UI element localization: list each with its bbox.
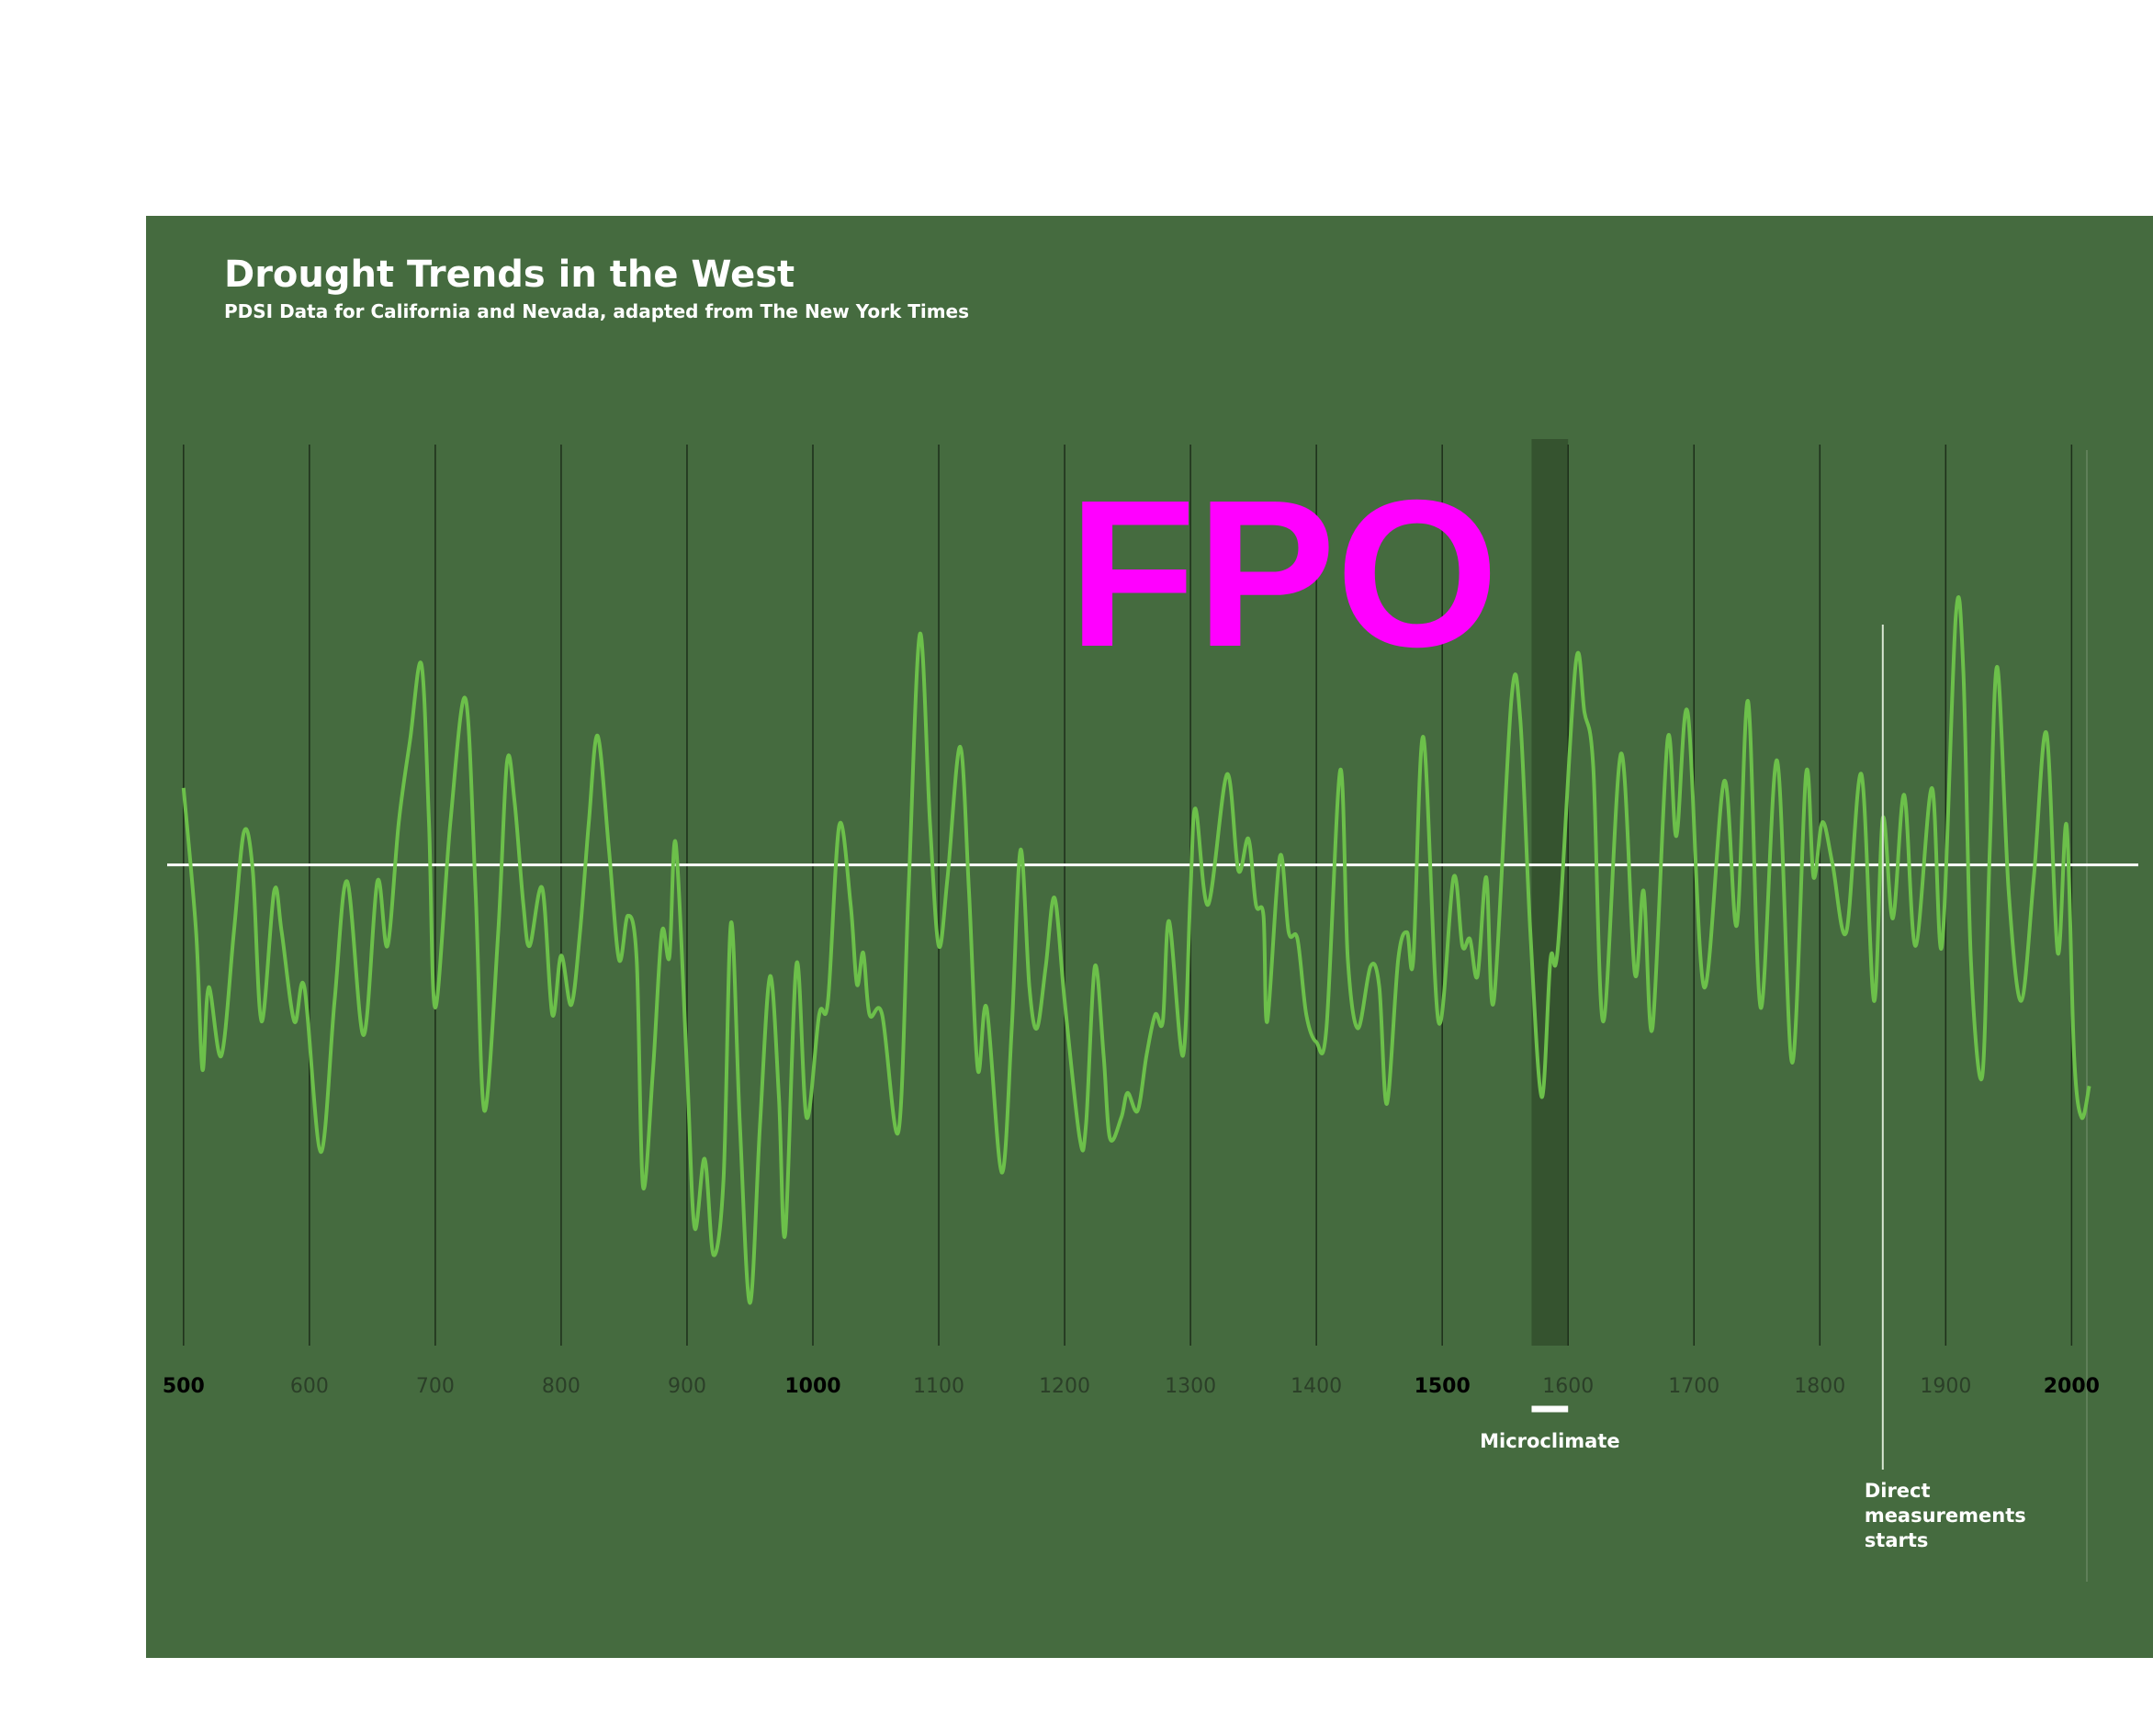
x-tick-label: 1400	[1291, 1375, 1342, 1398]
panel	[146, 216, 2153, 1658]
x-tick-label: 1100	[913, 1375, 964, 1398]
x-tick-label: 1600	[1542, 1375, 1594, 1398]
annotation: starts	[1865, 1529, 1929, 1551]
chart-title: Drought Trends in the West	[224, 254, 795, 296]
x-tick-label: 700	[416, 1375, 455, 1398]
x-tick-label: 1700	[1668, 1375, 1719, 1398]
x-tick-label: 1300	[1165, 1375, 1216, 1398]
watermark: FPO	[1068, 457, 1499, 691]
x-tick-label: 900	[668, 1375, 706, 1398]
x-tick-label: 800	[542, 1375, 581, 1398]
x-tick-label: 1200	[1039, 1375, 1090, 1398]
x-tick-label: 2000	[2044, 1375, 2100, 1398]
x-tick-label: 600	[290, 1375, 329, 1398]
chart-subtitle: PDSI Data for California and Nevada, ada…	[224, 300, 969, 322]
x-tick-label: 1000	[784, 1375, 840, 1398]
data-line	[181, 595, 2091, 1305]
x-tick-label: 500	[163, 1375, 205, 1398]
x-tick-label: 1500	[1415, 1375, 1471, 1398]
annotation: Microclimate	[1480, 1430, 1620, 1452]
x-tick-label: 1900	[1920, 1375, 1971, 1398]
annotation: measurements	[1865, 1505, 2026, 1527]
x-tick-label: 1800	[1794, 1375, 1845, 1398]
annotation: Direct	[1865, 1480, 1931, 1502]
